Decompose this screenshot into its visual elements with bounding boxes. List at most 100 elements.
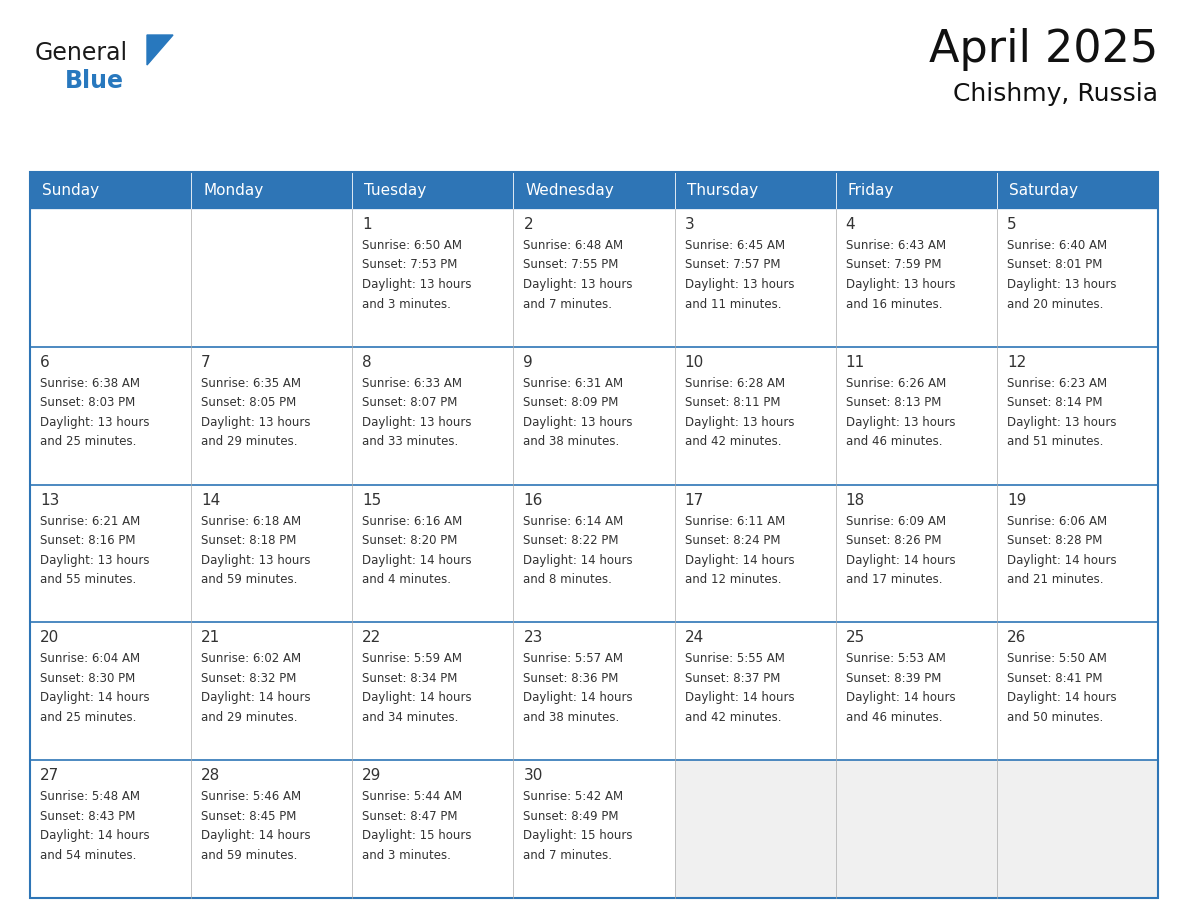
Text: Sunrise: 6:43 AM: Sunrise: 6:43 AM [846,239,946,252]
Text: Sunset: 8:05 PM: Sunset: 8:05 PM [201,397,296,409]
Text: 22: 22 [362,631,381,645]
Text: and 42 minutes.: and 42 minutes. [684,435,781,448]
Bar [675,760,835,898]
Text: Sunset: 8:14 PM: Sunset: 8:14 PM [1007,397,1102,409]
Text: 23: 23 [524,631,543,645]
Text: Daylight: 13 hours: Daylight: 13 hours [524,278,633,291]
Text: Wednesday: Wednesday [525,183,614,198]
Text: Sunset: 8:47 PM: Sunset: 8:47 PM [362,810,457,823]
Text: Daylight: 14 hours: Daylight: 14 hours [1007,554,1117,566]
Text: Sunday: Sunday [42,183,99,198]
Text: and 38 minutes.: and 38 minutes. [524,435,620,448]
Text: Sunrise: 6:28 AM: Sunrise: 6:28 AM [684,376,785,390]
Text: Daylight: 14 hours: Daylight: 14 hours [846,691,955,704]
Text: Sunset: 8:39 PM: Sunset: 8:39 PM [846,672,941,685]
Bar [997,209,1158,347]
Text: Thursday: Thursday [687,183,758,198]
Text: Daylight: 13 hours: Daylight: 13 hours [40,554,150,566]
Text: Sunrise: 6:11 AM: Sunrise: 6:11 AM [684,515,785,528]
Text: Daylight: 14 hours: Daylight: 14 hours [40,691,150,704]
Text: and 20 minutes.: and 20 minutes. [1007,297,1104,310]
Bar [353,485,513,622]
Text: Daylight: 14 hours: Daylight: 14 hours [524,554,633,566]
Text: and 16 minutes.: and 16 minutes. [846,297,942,310]
Bar [191,760,353,898]
Text: Sunset: 8:18 PM: Sunset: 8:18 PM [201,534,297,547]
Text: and 8 minutes.: and 8 minutes. [524,573,612,586]
Text: Sunrise: 6:18 AM: Sunrise: 6:18 AM [201,515,302,528]
Text: Sunset: 8:45 PM: Sunset: 8:45 PM [201,810,297,823]
Bar [513,209,675,347]
Text: Daylight: 15 hours: Daylight: 15 hours [362,829,472,842]
Text: and 59 minutes.: and 59 minutes. [201,849,297,862]
Text: 6: 6 [40,354,50,370]
Text: Sunrise: 6:26 AM: Sunrise: 6:26 AM [846,376,946,390]
Bar [675,172,835,209]
Text: Daylight: 14 hours: Daylight: 14 hours [201,691,311,704]
Text: Sunrise: 6:38 AM: Sunrise: 6:38 AM [40,376,140,390]
Bar [353,172,513,209]
Text: 30: 30 [524,768,543,783]
Bar [835,622,997,760]
Text: Sunset: 7:59 PM: Sunset: 7:59 PM [846,259,941,272]
Text: Sunset: 8:24 PM: Sunset: 8:24 PM [684,534,781,547]
Bar [353,622,513,760]
Text: Sunrise: 5:57 AM: Sunrise: 5:57 AM [524,653,624,666]
Text: 7: 7 [201,354,210,370]
Text: 3: 3 [684,217,694,232]
Text: Sunrise: 6:45 AM: Sunrise: 6:45 AM [684,239,785,252]
Polygon shape [147,35,173,65]
Text: and 25 minutes.: and 25 minutes. [40,711,137,724]
Text: Sunset: 8:22 PM: Sunset: 8:22 PM [524,534,619,547]
Text: 12: 12 [1007,354,1026,370]
Text: and 25 minutes.: and 25 minutes. [40,435,137,448]
Text: 15: 15 [362,493,381,508]
Bar [835,172,997,209]
Text: Sunset: 8:49 PM: Sunset: 8:49 PM [524,810,619,823]
Text: Sunrise: 5:55 AM: Sunrise: 5:55 AM [684,653,784,666]
Text: Daylight: 13 hours: Daylight: 13 hours [1007,416,1117,429]
Bar [835,347,997,485]
Text: Sunrise: 6:16 AM: Sunrise: 6:16 AM [362,515,462,528]
Bar [30,622,191,760]
Text: Sunset: 8:41 PM: Sunset: 8:41 PM [1007,672,1102,685]
Text: Daylight: 13 hours: Daylight: 13 hours [40,416,150,429]
Text: Sunrise: 6:14 AM: Sunrise: 6:14 AM [524,515,624,528]
Text: Daylight: 13 hours: Daylight: 13 hours [684,416,794,429]
Text: Sunrise: 6:02 AM: Sunrise: 6:02 AM [201,653,302,666]
Text: Sunset: 8:34 PM: Sunset: 8:34 PM [362,672,457,685]
Bar [675,622,835,760]
Text: Daylight: 13 hours: Daylight: 13 hours [846,416,955,429]
Text: and 59 minutes.: and 59 minutes. [201,573,297,586]
Text: Daylight: 14 hours: Daylight: 14 hours [846,554,955,566]
Text: Blue: Blue [65,69,124,93]
Text: Sunrise: 6:04 AM: Sunrise: 6:04 AM [40,653,140,666]
Bar [353,209,513,347]
Text: Sunset: 8:20 PM: Sunset: 8:20 PM [362,534,457,547]
Text: and 3 minutes.: and 3 minutes. [362,297,451,310]
Bar [30,172,1158,898]
Text: and 7 minutes.: and 7 minutes. [524,849,613,862]
Text: 26: 26 [1007,631,1026,645]
Text: Friday: Friday [848,183,895,198]
Text: Sunset: 8:37 PM: Sunset: 8:37 PM [684,672,781,685]
Text: and 29 minutes.: and 29 minutes. [201,435,298,448]
Bar [191,622,353,760]
Bar [675,347,835,485]
Bar [513,622,675,760]
Bar [997,760,1158,898]
Bar [997,172,1158,209]
Text: Sunset: 7:57 PM: Sunset: 7:57 PM [684,259,781,272]
Text: Sunrise: 5:50 AM: Sunrise: 5:50 AM [1007,653,1107,666]
Bar [997,622,1158,760]
Text: Saturday: Saturday [1009,183,1078,198]
Bar [30,347,191,485]
Text: Sunrise: 6:31 AM: Sunrise: 6:31 AM [524,376,624,390]
Bar [191,209,353,347]
Text: Sunrise: 5:48 AM: Sunrise: 5:48 AM [40,790,140,803]
Bar [30,172,191,209]
Text: Sunset: 7:53 PM: Sunset: 7:53 PM [362,259,457,272]
Text: 28: 28 [201,768,221,783]
Text: and 12 minutes.: and 12 minutes. [684,573,781,586]
Bar [191,172,353,209]
